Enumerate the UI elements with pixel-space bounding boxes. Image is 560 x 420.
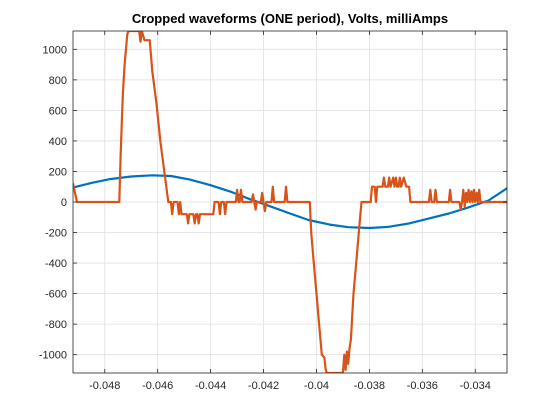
ticks — [73, 31, 507, 373]
y-tick-label: 1000 — [43, 44, 67, 56]
x-tick-label: -0.046 — [142, 380, 173, 392]
y-tick-label: 400 — [49, 136, 67, 148]
y-tick-label: 0 — [61, 197, 67, 209]
y-tick-label: -400 — [45, 258, 67, 270]
y-tick-label: -800 — [45, 319, 67, 331]
series-line-1 — [73, 174, 507, 230]
y-tick-label: -1000 — [39, 350, 67, 362]
x-tick-label: -0.048 — [89, 380, 120, 392]
tick-labels: -0.048 -0.046 -0.044 -0.042 -0.04 -0.038 -0.03… — [39, 44, 491, 392]
x-tick-label: -0.034 — [460, 380, 491, 392]
y-tick-label: -600 — [45, 289, 67, 301]
y-tick-label: -200 — [45, 228, 67, 240]
grid — [73, 31, 507, 373]
series-layer — [73, 31, 507, 373]
x-tick-label: -0.044 — [195, 380, 226, 392]
chart-title: Cropped waveforms (ONE period), Volts, m… — [132, 11, 448, 26]
x-tick-label: -0.042 — [248, 380, 279, 392]
series-line-2 — [73, 31, 507, 373]
x-tick-label: -0.036 — [407, 380, 438, 392]
y-tick-label: 200 — [49, 166, 67, 178]
x-tick-label: -0.038 — [354, 380, 385, 392]
y-tick-label: 800 — [49, 75, 67, 87]
x-tick-label: -0.04 — [304, 380, 329, 392]
y-tick-label: 600 — [49, 105, 67, 117]
